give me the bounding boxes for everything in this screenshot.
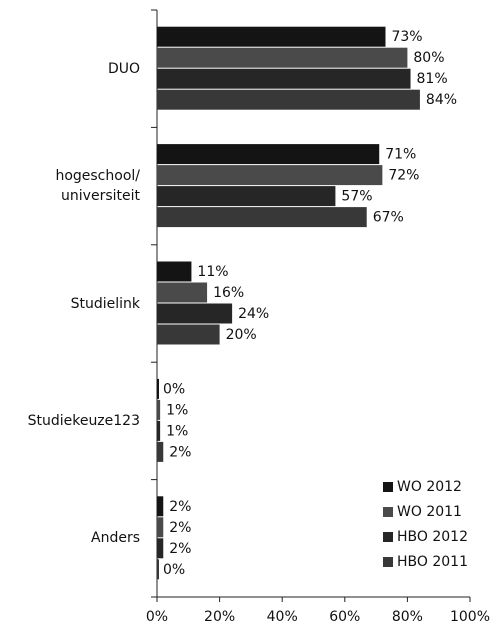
bar <box>157 303 233 324</box>
y-tick-label: Studiekeuze123 <box>27 412 140 429</box>
data-label: 24% <box>238 306 269 322</box>
bar <box>157 89 420 110</box>
data-label: 72% <box>388 168 419 184</box>
x-tick-label: 100% <box>450 609 490 625</box>
bar <box>157 441 164 462</box>
legend-swatch <box>383 532 393 542</box>
data-label: 81% <box>417 71 448 87</box>
bar <box>157 538 164 559</box>
y-tick-label: hogeschool/ universiteit <box>55 168 140 205</box>
data-label: 80% <box>413 50 444 66</box>
data-label: 2% <box>169 444 191 460</box>
data-label: 1% <box>166 423 188 439</box>
legend-label: HBO 2011 <box>397 554 468 570</box>
bar <box>157 324 220 345</box>
bar <box>157 261 192 282</box>
x-tick-label: 0% <box>146 609 168 625</box>
bar <box>157 186 336 207</box>
x-tick-label: 40% <box>267 609 298 625</box>
bar <box>157 517 164 538</box>
y-tick-label: Studielink <box>70 295 140 312</box>
data-label: 16% <box>213 285 244 301</box>
data-label: 11% <box>197 264 228 280</box>
legend-label: HBO 2012 <box>397 529 468 545</box>
data-label: 20% <box>226 327 257 343</box>
data-label: 71% <box>385 147 416 163</box>
bar <box>157 165 383 186</box>
y-tick-label: DUO <box>107 60 140 77</box>
data-label: 67% <box>373 210 404 226</box>
data-label: 57% <box>341 189 372 205</box>
bar <box>157 420 161 441</box>
bar <box>157 378 159 399</box>
x-tick-label: 60% <box>329 609 360 625</box>
y-tick-label: Anders <box>91 530 140 547</box>
bar <box>157 26 386 47</box>
data-label: 73% <box>391 29 422 45</box>
bar <box>157 399 161 420</box>
data-label: 2% <box>169 541 191 557</box>
bar <box>157 68 411 89</box>
bar <box>157 144 380 165</box>
x-tick-label: 80% <box>392 609 423 625</box>
data-label: 1% <box>166 402 188 418</box>
data-label: 2% <box>169 499 191 515</box>
data-label: 0% <box>163 381 185 397</box>
legend-swatch <box>383 507 393 517</box>
bar <box>157 496 164 517</box>
bar <box>157 282 208 303</box>
x-tick-label: 20% <box>204 609 235 625</box>
bar <box>157 559 159 580</box>
legend-label: WO 2011 <box>397 504 462 520</box>
legend-swatch <box>383 557 393 567</box>
bar <box>157 207 367 228</box>
data-label: 0% <box>163 562 185 578</box>
bar <box>157 47 408 68</box>
legend-label: WO 2012 <box>397 479 462 495</box>
data-label: 2% <box>169 520 191 536</box>
legend-swatch <box>383 482 393 492</box>
data-label: 84% <box>426 92 457 108</box>
